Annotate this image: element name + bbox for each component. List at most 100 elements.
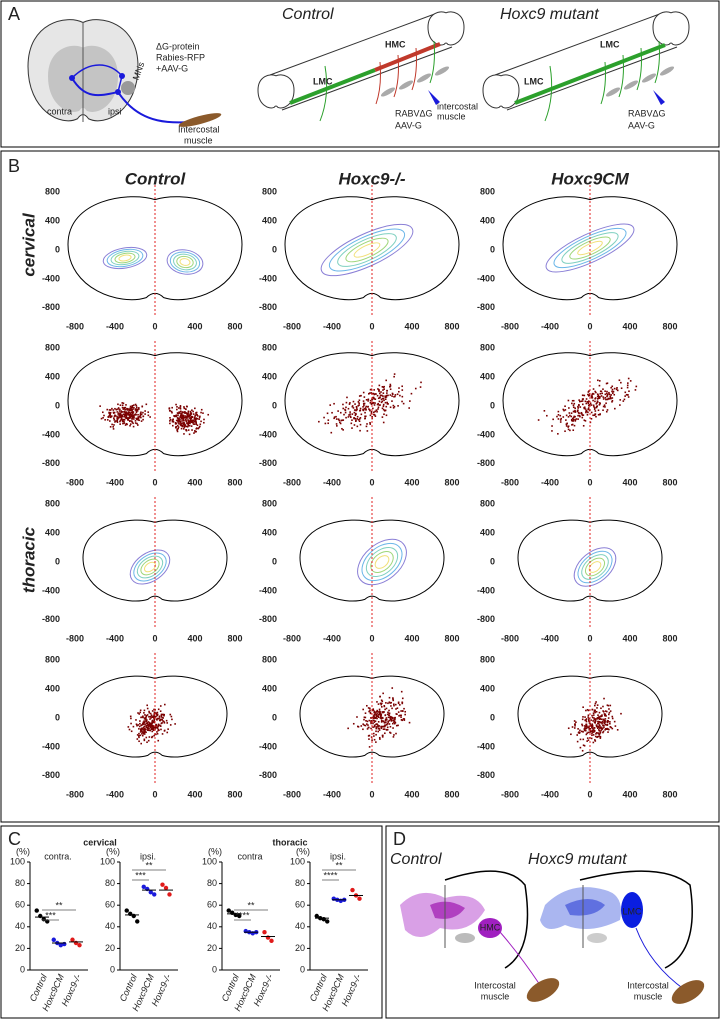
cell-dot	[140, 411, 142, 414]
cell-dot	[180, 427, 183, 430]
cell-dot	[140, 728, 143, 731]
cell-dot	[101, 411, 104, 414]
cell-dot	[118, 412, 120, 414]
contour	[337, 233, 397, 267]
cell-dot	[378, 708, 381, 711]
y-tick-label: 0	[20, 964, 25, 974]
cell-dot	[176, 424, 179, 427]
cell-dot	[557, 418, 560, 420]
y-tick-label: 400	[262, 527, 277, 537]
cell-dot	[341, 427, 343, 430]
cell-dot	[581, 724, 584, 727]
cell-dot	[146, 722, 149, 724]
cell-dot	[594, 711, 596, 714]
cell-dot	[375, 730, 377, 733]
cell-dot	[119, 414, 122, 417]
cell-dot	[591, 732, 593, 735]
cell-dot	[373, 413, 375, 416]
cell-dot	[371, 716, 374, 719]
cell-dot	[377, 725, 380, 727]
cell-dot	[385, 728, 388, 731]
cell-dot	[384, 718, 387, 721]
cell-dot	[153, 734, 155, 737]
rib-muscle	[416, 73, 432, 83]
cell-dot	[126, 412, 128, 415]
cell-dot	[367, 735, 370, 737]
cell-dot	[355, 420, 357, 422]
cell-dot	[191, 421, 194, 423]
cell-dot	[364, 417, 366, 419]
cell-dot	[362, 708, 364, 711]
cell-dot	[393, 721, 395, 723]
cell-dot	[356, 408, 358, 411]
cell-dot	[587, 393, 589, 396]
cell-dot	[598, 725, 601, 727]
x-tick-label: 800	[227, 321, 242, 331]
cell-dot	[146, 729, 149, 731]
cell-dot	[368, 392, 371, 394]
x-tick-label: 800	[662, 477, 677, 487]
cell-dot	[140, 742, 142, 745]
cell-dot	[152, 715, 155, 718]
cell-dot	[602, 721, 604, 723]
cell-dot	[185, 429, 187, 431]
cell-dot	[174, 422, 177, 424]
y-tick-label: 800	[262, 187, 277, 197]
cell-dot	[166, 731, 169, 734]
cell-dot	[123, 418, 126, 421]
cell-dot	[609, 726, 612, 728]
limb-nerve	[319, 65, 328, 122]
cell-dot	[602, 388, 604, 390]
cell-dot	[591, 393, 593, 396]
cell-dot	[347, 416, 350, 418]
cell-dot	[393, 395, 395, 398]
cell-dot	[141, 716, 144, 718]
cell-dot	[600, 729, 602, 732]
cell-dot	[391, 400, 393, 402]
cell-dot	[608, 397, 610, 400]
cell-dot	[571, 419, 573, 422]
cell-dot	[410, 392, 413, 395]
cell-dot	[377, 402, 380, 405]
cell-dot	[143, 720, 145, 722]
cell-dot	[378, 729, 381, 731]
cell-dot	[179, 407, 182, 410]
cell-dot	[175, 425, 178, 428]
cell-dot	[601, 392, 603, 395]
cell-dot	[373, 713, 376, 716]
cell-dot	[146, 714, 149, 716]
cell-dot	[592, 741, 595, 744]
cell-dot	[182, 419, 185, 422]
cell-dot	[634, 389, 637, 391]
cell-dot	[148, 736, 151, 738]
cell-dot	[156, 726, 159, 729]
subplot-title: ipsi.	[140, 851, 156, 861]
cell-dot	[585, 709, 587, 712]
mn-pool	[121, 81, 135, 95]
contour	[169, 251, 201, 273]
cell-dot	[149, 729, 152, 732]
cell-dot	[598, 721, 601, 723]
x-tick-label: 400	[622, 633, 637, 643]
cell-dot	[371, 398, 373, 401]
cell-dot	[148, 725, 150, 728]
cell-dot	[351, 419, 353, 421]
cell-dot	[385, 414, 388, 417]
y-tick-label: 20	[15, 943, 25, 953]
cell-dot	[588, 390, 590, 392]
cell-dot	[187, 410, 190, 413]
contour	[143, 561, 157, 573]
cell-dot	[385, 396, 388, 398]
cell-dot	[178, 422, 180, 425]
cell-dot	[543, 410, 546, 412]
cell-dot	[566, 422, 568, 425]
cell-dot	[355, 407, 358, 409]
cell-dot	[146, 741, 148, 744]
cell-dot	[585, 398, 588, 400]
cell-dot	[198, 416, 201, 419]
cell-dot	[123, 415, 125, 418]
cell-dot	[196, 424, 199, 427]
cell-dot	[605, 402, 607, 405]
cell-dot	[635, 385, 638, 388]
